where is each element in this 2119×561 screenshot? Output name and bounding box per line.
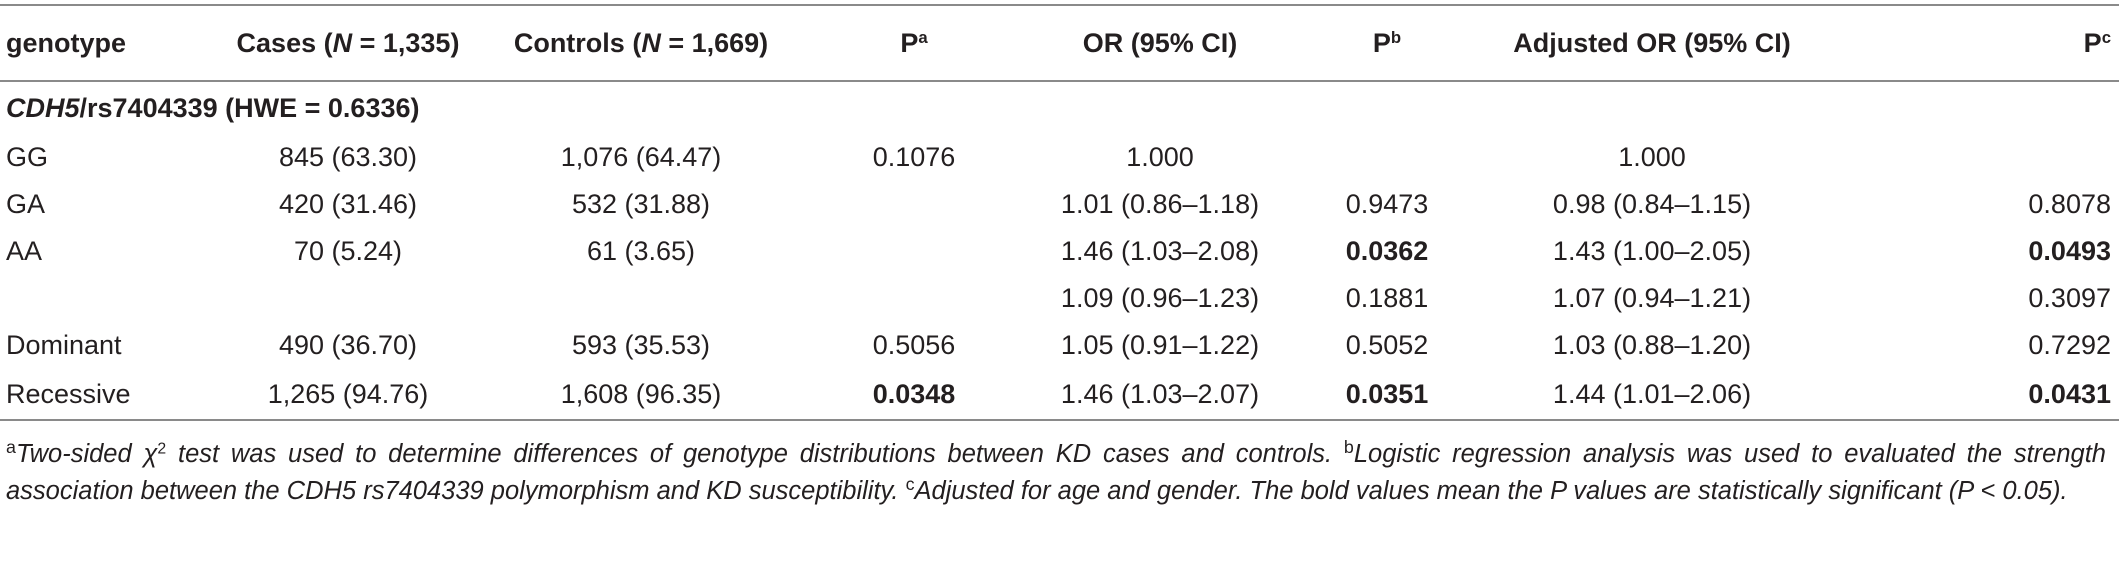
header-genotype: genotype (0, 4, 218, 82)
table-row-recessive: Recessive 1,265 (94.76) 1,608 (96.35) 0.… (0, 369, 2119, 421)
cell-genotype: Dominant (6, 330, 122, 360)
cell-p-a (804, 275, 1024, 322)
cell-p-b: 0.9473 (1345, 189, 1429, 219)
cell-controls (478, 275, 804, 322)
table-footnote: aTwo-sided χ2 test was used to determine… (6, 436, 2106, 510)
cell-p-c: 0.8078 (2028, 189, 2111, 219)
cell-p-c: 0.7292 (2028, 330, 2111, 360)
cell-controls: 1,076 (64.47) (560, 142, 722, 172)
footnote-mark-c: c (905, 474, 915, 495)
cell-adjusted-or: 0.98 (0.84–1.15) (1552, 189, 1752, 219)
table-header-row: genotype Cases (N = 1,335) Controls (N =… (0, 4, 2119, 82)
cell-controls: 532 (31.88) (571, 189, 711, 219)
footnote-mark-a: a (6, 437, 16, 458)
cell-p-b (1296, 134, 1478, 181)
cell-p-b: 0.0362 (1345, 236, 1429, 266)
cell-cases (218, 275, 478, 322)
cell-genotype: GG (6, 142, 49, 172)
cell-controls: 61 (3.65) (586, 236, 696, 266)
cell-adjusted-or: 1.43 (1.00–2.05) (1552, 236, 1752, 266)
cell-controls: 1,608 (96.35) (478, 369, 804, 421)
genotype-association-table: genotype Cases (N = 1,335) Controls (N =… (0, 4, 2119, 421)
header-controls: Controls (N = 1,669) (478, 4, 804, 82)
cell-p-a (804, 228, 1024, 275)
header-p-c: Pc (1826, 4, 2119, 82)
table-row-dominant: Dominant 490 (36.70) 593 (35.53) 0.5056 … (0, 322, 2119, 369)
footnote-a-text-rest: test was used to determine differences o… (166, 440, 1344, 468)
cell-genotype: Recessive (0, 369, 218, 421)
cell-p-b: 0.5052 (1345, 330, 1429, 360)
cell-genotype (0, 275, 218, 322)
footnote-b-text: Logistic regression analysis was used to… (6, 440, 2106, 505)
cell-adjusted-or: 1.000 (1618, 142, 1686, 172)
cell-or: 1.01 (0.86–1.18) (1060, 189, 1260, 219)
cell-or: 1.000 (1126, 142, 1194, 172)
cell-controls: 593 (35.53) (571, 330, 711, 360)
header-p-b: Pb (1296, 4, 1478, 82)
cell-or: 1.05 (0.91–1.22) (1060, 330, 1260, 360)
footnote-a-superscript: 2 (157, 440, 167, 458)
table-row-gg: GG 845 (63.30) 1,076 (64.47) 0.1076 1.00… (0, 134, 2119, 181)
footnote-c-text: Adjusted for age and gender. The bold va… (914, 477, 2068, 505)
footnote-a-text: Two-sided χ (15, 440, 158, 468)
table-row-ga: GA 420 (31.46) 532 (31.88) 1.01 (0.86–1.… (0, 181, 2119, 228)
cell-p-c: 0.3097 (2028, 283, 2111, 313)
cell-genotype: GA (6, 189, 46, 219)
cell-or: 1.46 (1.03–2.08) (1060, 236, 1260, 266)
section-row: CDH5/rs7404339 (HWE = 0.6336) (0, 81, 2119, 134)
section-label: CDH5/rs7404339 (HWE = 0.6336) (6, 92, 420, 123)
cell-genotype: AA (6, 236, 43, 266)
cell-adjusted-or: 1.07 (0.94–1.21) (1552, 283, 1752, 313)
cell-adjusted-or: 1.44 (1.01–2.06) (1478, 369, 1826, 421)
cell-p-a: 0.1076 (872, 142, 956, 172)
cell-cases: 70 (5.24) (293, 236, 403, 266)
cell-or: 1.46 (1.03–2.07) (1024, 369, 1296, 421)
header-adjusted-or: Adjusted OR (95% CI) (1478, 4, 1826, 82)
cell-cases: 1,265 (94.76) (218, 369, 478, 421)
cell-p-a (804, 181, 1024, 228)
cell-p-c (1826, 134, 2119, 181)
footnote-mark-b: b (1343, 437, 1354, 458)
cell-p-c: 0.0493 (2028, 236, 2111, 266)
cell-p-c: 0.0431 (1826, 369, 2119, 421)
table-row-aa: AA 70 (5.24) 61 (3.65) 1.46 (1.03–2.08) … (0, 228, 2119, 275)
header-p-a: Pa (804, 4, 1024, 82)
cell-adjusted-or: 1.03 (0.88–1.20) (1552, 330, 1752, 360)
cell-cases: 490 (36.70) (278, 330, 418, 360)
cell-p-a: 0.5056 (872, 330, 956, 360)
cell-p-b: 0.1881 (1345, 283, 1429, 313)
cell-cases: 420 (31.46) (278, 189, 418, 219)
table-row-unlabeled: 1.09 (0.96–1.23) 0.1881 1.07 (0.94–1.21)… (0, 275, 2119, 322)
cell-p-b: 0.0351 (1296, 369, 1478, 421)
cell-cases: 845 (63.30) (278, 142, 418, 172)
cell-p-a: 0.0348 (804, 369, 1024, 421)
cell-or: 1.09 (0.96–1.23) (1060, 283, 1260, 313)
header-cases: Cases (N = 1,335) (218, 4, 478, 82)
header-or: OR (95% CI) (1024, 4, 1296, 82)
